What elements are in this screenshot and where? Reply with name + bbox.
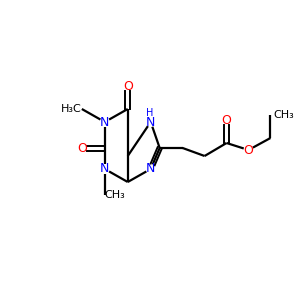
- Text: CH₃: CH₃: [274, 110, 294, 120]
- Text: CH₃: CH₃: [105, 190, 125, 200]
- Text: N: N: [100, 116, 110, 128]
- Text: O: O: [77, 142, 87, 154]
- Text: O: O: [244, 143, 254, 157]
- Text: N: N: [146, 163, 155, 176]
- Text: N: N: [100, 163, 110, 176]
- Text: O: O: [222, 113, 232, 127]
- Text: H₃C: H₃C: [61, 104, 82, 114]
- Text: H: H: [146, 108, 153, 118]
- Text: N: N: [146, 116, 155, 128]
- Text: O: O: [123, 80, 133, 92]
